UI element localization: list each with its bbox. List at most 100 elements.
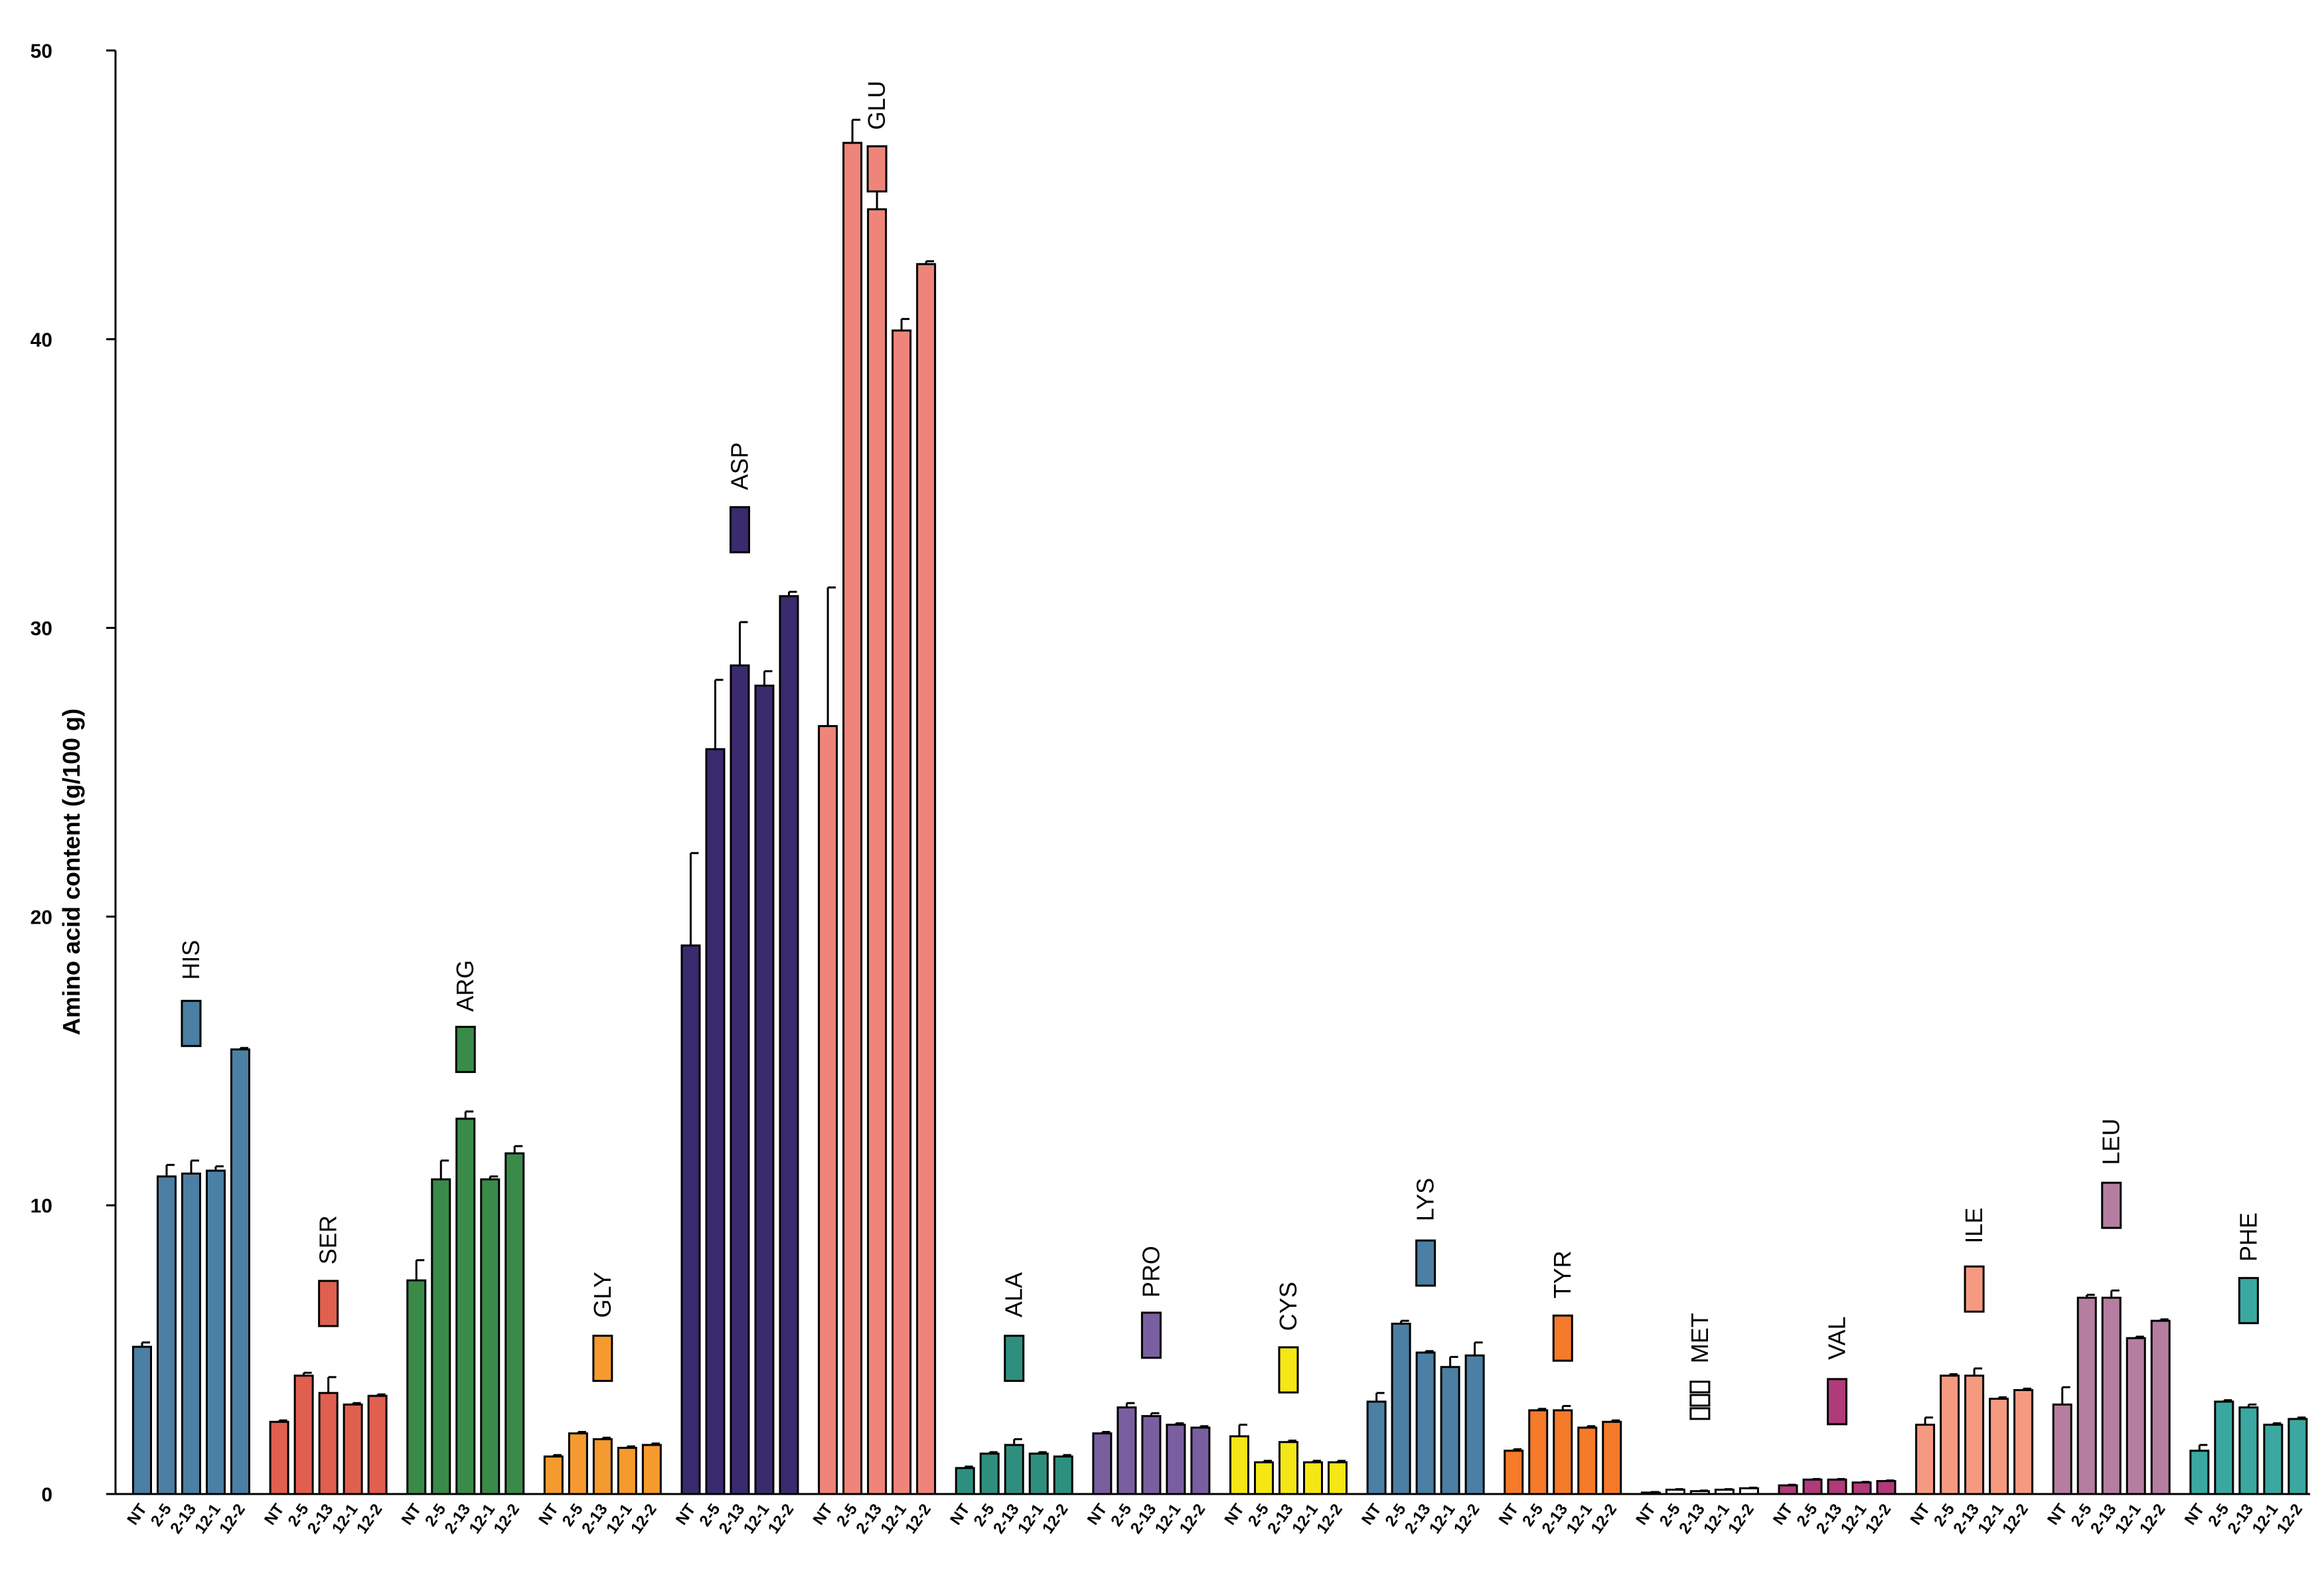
x-tick-label: NT — [2044, 1501, 2071, 1529]
bar-gly-2-5 — [568, 1432, 588, 1495]
bar-asp-2-13 — [730, 664, 750, 1495]
x-tick-label: NT — [1358, 1501, 1385, 1529]
group-labels: HIS SER ARG GLY ASP GLU ALA PRO CYS LYS TYR MET VAL I… — [177, 81, 2262, 1364]
y-tick-label: 20 — [31, 906, 52, 928]
x-tick-label: 2-13 — [1538, 1501, 1571, 1537]
bar-lys-12-1 — [1440, 1366, 1460, 1495]
x-tick-label: 12-2 — [353, 1501, 386, 1537]
group-label-phe: PHE — [2234, 1212, 2262, 1262]
bar-ile-12-2 — [2013, 1388, 2034, 1495]
bar-ile-12-1 — [1989, 1398, 2009, 1495]
marker-tyr — [1552, 1314, 1573, 1362]
bar-his-12-2 — [230, 1048, 250, 1495]
x-tick-label: 12-2 — [490, 1501, 523, 1537]
marker-gly — [592, 1335, 613, 1382]
bar-arg-2-13 — [455, 1118, 476, 1495]
x-tick-label: 12-1 — [1974, 1501, 2007, 1537]
x-tick-label: 12-2 — [1587, 1501, 1620, 1537]
bar-lys-nt — [1366, 1400, 1387, 1495]
y-tick-label: 10 — [31, 1195, 52, 1217]
y-tick-label: 0 — [41, 1484, 52, 1506]
bar-leu-12-2 — [2150, 1319, 2171, 1495]
marker-pro — [1140, 1311, 1162, 1359]
x-tick-label: 12-1 — [877, 1501, 910, 1537]
bar-pro-2-5 — [1117, 1406, 1137, 1495]
bar-cys-12-1 — [1303, 1461, 1323, 1495]
x-tick-label: 12-1 — [465, 1501, 499, 1537]
bar-ala-12-2 — [1053, 1455, 1073, 1495]
bar-ser-12-1 — [343, 1403, 363, 1495]
x-tick-label: NT — [261, 1501, 288, 1529]
bar-his-12-1 — [206, 1169, 226, 1495]
bar-val-12-1 — [1851, 1481, 1872, 1495]
x-tick-label: 12-2 — [2136, 1501, 2169, 1537]
x-tick-label: NT — [1221, 1501, 1248, 1529]
group-markers — [181, 145, 2259, 1426]
bar-ile-2-13 — [1964, 1375, 1985, 1495]
bar-tyr-2-5 — [1528, 1409, 1549, 1495]
x-tick-label: 2-13 — [1264, 1501, 1297, 1537]
bar-gly-12-2 — [641, 1444, 662, 1495]
bar-ser-2-13 — [318, 1392, 339, 1495]
bar-ile-2-5 — [1940, 1375, 1960, 1495]
x-tick-label: NT — [1496, 1501, 1523, 1529]
group-label-pro: PRO — [1137, 1246, 1164, 1297]
bar-arg-12-2 — [504, 1152, 525, 1495]
group-label-glu: GLU — [863, 81, 890, 130]
bar-glu-2-5 — [842, 141, 863, 1495]
x-tick-label: 12-1 — [1014, 1501, 1047, 1537]
bar-leu-12-1 — [2126, 1337, 2146, 1495]
x-tick-label: NT — [2181, 1501, 2208, 1529]
bar-ser-2-5 — [293, 1375, 314, 1495]
group-label-asp: ASP — [726, 442, 753, 490]
x-tick-label: 12-2 — [765, 1501, 798, 1537]
x-tick-label: 2-13 — [1950, 1501, 1983, 1537]
marker-arg — [455, 1025, 476, 1073]
x-tick-label: 12-1 — [1837, 1501, 1871, 1537]
marker-met — [1689, 1407, 1711, 1420]
bar-pro-12-1 — [1166, 1424, 1186, 1495]
x-tick-label: 2-13 — [716, 1501, 749, 1537]
marker-his — [181, 999, 202, 1047]
marker-phe — [2238, 1277, 2259, 1325]
marker-asp — [730, 506, 750, 554]
x-tick-label: NT — [672, 1501, 700, 1529]
bar-ala-12-1 — [1028, 1452, 1049, 1495]
x-tick-label: 12-2 — [901, 1501, 935, 1537]
group-label-leu: LEU — [2098, 1119, 2125, 1165]
bar-leu-2-5 — [2076, 1296, 2097, 1495]
marker-val — [1827, 1378, 1847, 1426]
x-tick-label: 2-13 — [1401, 1501, 1434, 1537]
bar-asp-2-5 — [705, 748, 726, 1495]
bar-his-2-13 — [181, 1172, 201, 1495]
x-tick-label: 12-2 — [1725, 1501, 1758, 1537]
marker-ser — [318, 1280, 339, 1327]
bar-gly-2-13 — [592, 1438, 613, 1495]
bar-ser-12-2 — [367, 1394, 388, 1495]
bar-tyr-12-1 — [1577, 1426, 1598, 1495]
bar-leu-2-13 — [2101, 1296, 2122, 1495]
bar-gly-nt — [543, 1455, 564, 1495]
group-label-met: MET — [1686, 1313, 1713, 1363]
x-tick-label: 12-1 — [1563, 1501, 1596, 1537]
x-tick-label: 12-2 — [1039, 1501, 1072, 1537]
marker-ala — [1004, 1335, 1025, 1382]
marker-met — [1689, 1394, 1711, 1407]
bar-lys-2-13 — [1415, 1351, 1436, 1495]
bar-ala-2-5 — [979, 1452, 1000, 1495]
group-label-ser: SER — [315, 1215, 342, 1264]
x-tick-label: NT — [535, 1501, 562, 1529]
bar-his-2-5 — [157, 1175, 177, 1495]
bar-pro-nt — [1092, 1432, 1113, 1495]
x-tick-label: 12-2 — [1450, 1501, 1484, 1537]
bar-cys-2-13 — [1278, 1441, 1298, 1495]
x-tick-label: 2-13 — [1813, 1501, 1846, 1537]
x-tick-label: 12-2 — [1999, 1501, 2032, 1537]
bar-val-2-13 — [1827, 1478, 1847, 1495]
x-tick-label: 12-1 — [1288, 1501, 1322, 1537]
x-tick-label: 12-2 — [1313, 1501, 1346, 1537]
bar-his-nt — [132, 1345, 152, 1495]
x-tick-label: 2-13 — [1675, 1501, 1709, 1537]
